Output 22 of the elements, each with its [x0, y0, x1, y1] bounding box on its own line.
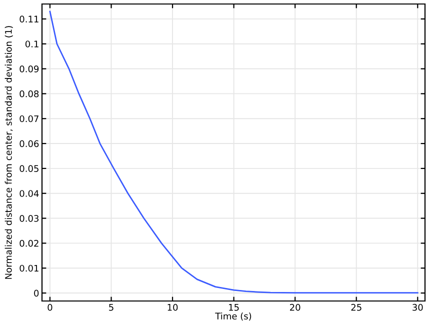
- y-tick-label: 0: [34, 290, 39, 297]
- y-tick-label: 0.03: [20, 215, 38, 222]
- line-series: [49, 10, 418, 294]
- x-tick-label: 30: [412, 304, 423, 311]
- y-axis-title: Normalized distance from center, standard deviation (1): [4, 26, 13, 279]
- x-tick-label: 15: [229, 304, 239, 311]
- x-tick-label: 0: [48, 304, 52, 311]
- y-tick-label: 0.08: [20, 90, 39, 98]
- y-tick-label: 0.06: [20, 140, 39, 148]
- y-tick-label: 0.11: [20, 16, 38, 23]
- y-tick-label: 0.09: [20, 66, 39, 72]
- y-tick-label: 0.01: [20, 264, 38, 272]
- x-axis-title: Time (s): [215, 312, 252, 321]
- y-tick-label: 0.04: [20, 190, 39, 197]
- y-tick-label: 0.05: [20, 165, 38, 172]
- y-tick-label: 0.07: [20, 115, 38, 122]
- y-tick-label: 0.02: [20, 240, 38, 247]
- x-tick-label: 25: [351, 304, 362, 311]
- x-tick-label: 20: [290, 304, 300, 311]
- x-tick-label: 5: [109, 304, 114, 311]
- x-tick-label: 10: [168, 304, 178, 311]
- y-tick-label: 0.1: [25, 40, 38, 48]
